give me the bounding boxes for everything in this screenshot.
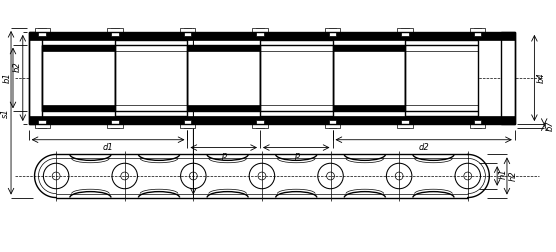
Text: b1: b1 [3,73,12,83]
Bar [401,120,409,128]
Bar [183,28,191,36]
Bar [111,120,119,128]
Bar [29,32,42,124]
Bar [256,28,264,36]
Bar [260,40,332,116]
Bar [501,32,515,124]
Bar [42,45,115,111]
Bar [405,40,478,116]
Bar [470,28,485,32]
Bar [180,124,195,128]
Bar [187,105,260,111]
Bar [183,120,191,128]
Text: p: p [221,150,226,160]
Bar [329,28,336,36]
Bar [29,32,515,40]
Bar [474,28,481,36]
Bar [180,28,195,32]
Bar [325,124,340,128]
Bar [325,28,340,32]
Bar [34,124,50,128]
Text: h1: h1 [499,169,508,179]
Text: s2: s2 [195,102,205,111]
Text: b7: b7 [546,121,555,131]
Text: p: p [294,150,299,160]
Text: d1: d1 [103,143,113,152]
Bar [470,124,485,128]
Bar [42,45,115,51]
Text: s1: s1 [1,108,10,118]
Bar [397,28,413,32]
Bar [111,28,119,36]
Bar [332,45,405,111]
Bar [38,28,46,36]
Bar [332,45,405,51]
Bar [332,105,405,111]
Text: b4: b4 [537,73,545,83]
Bar [29,116,515,124]
Bar [474,120,481,128]
Text: b2: b2 [13,61,22,72]
Bar [329,120,336,128]
Bar [107,28,123,32]
Bar [187,45,260,51]
Bar [187,45,260,111]
Bar [252,124,268,128]
Bar [115,40,187,116]
Bar [256,120,264,128]
Bar [38,120,46,128]
Bar [107,124,123,128]
Bar [34,28,50,32]
Bar [397,124,413,128]
Text: d2: d2 [418,143,429,152]
Bar [42,105,115,111]
Text: h2: h2 [509,171,518,181]
Bar [401,28,409,36]
Bar [252,28,268,32]
